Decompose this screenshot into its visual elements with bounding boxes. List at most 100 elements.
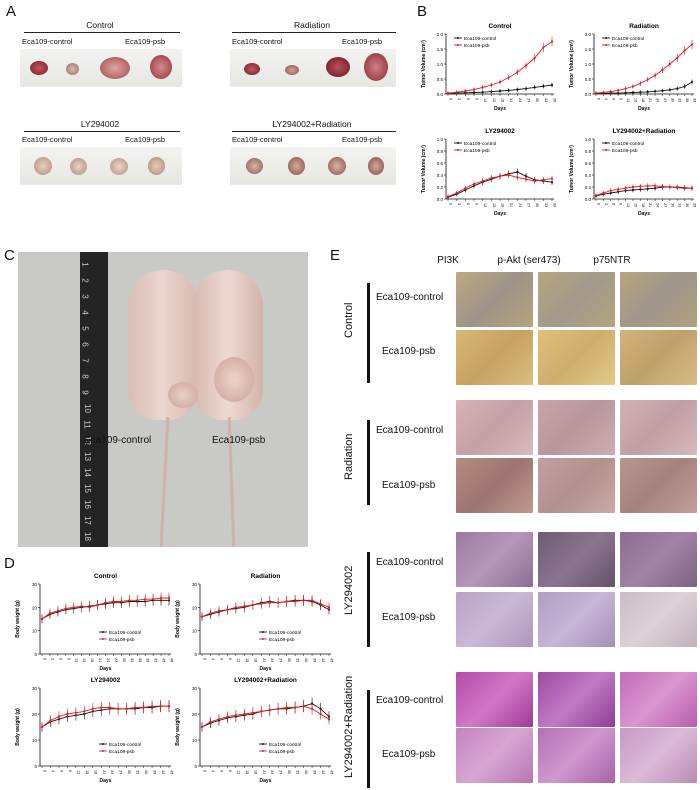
x-tick-label: 27 — [663, 98, 667, 102]
y-tick-label: 1.0 — [585, 137, 592, 142]
a-divider — [24, 131, 180, 132]
y-tick-label: 0.6 — [585, 161, 592, 166]
x-tick-label: 6 — [466, 98, 470, 100]
data-point — [639, 82, 642, 85]
data-point — [125, 707, 128, 710]
data-point — [533, 179, 536, 183]
legend-marker — [457, 142, 459, 144]
x-tick-label: 3 — [604, 98, 608, 100]
ruler-mark: 6 — [80, 342, 90, 347]
x-tick-label: 6 — [59, 770, 63, 772]
col-header-p75ntr: p75NTR — [593, 255, 631, 266]
x-tick-label: 39 — [153, 770, 157, 774]
series-line — [201, 703, 330, 728]
legend-marker — [101, 631, 104, 633]
series-line — [595, 186, 692, 197]
data-point — [683, 49, 686, 52]
data-point — [319, 712, 322, 716]
legend-label: Eca109-control — [269, 742, 301, 748]
data-point — [609, 90, 612, 93]
data-point — [152, 598, 155, 601]
data-point — [327, 606, 331, 609]
ruler-mark: 5 — [80, 326, 90, 331]
y-tick-label: 1.0 — [437, 62, 444, 67]
x-tick-label: 45 — [330, 770, 334, 774]
x-tick-label: 33 — [678, 203, 682, 207]
x-tick-label: 33 — [136, 770, 140, 774]
ruler-mark: 17 — [82, 516, 92, 525]
x-tick-label: 45 — [170, 770, 174, 774]
data-point — [446, 195, 450, 198]
ihc-image — [538, 728, 615, 783]
x-tick-label: 3 — [51, 770, 55, 772]
data-point — [683, 186, 686, 189]
y-tick-label: 1.5 — [585, 47, 592, 52]
data-point — [464, 89, 467, 93]
data-point — [472, 88, 476, 91]
y-tick-label: 0 — [194, 764, 197, 769]
y-tick-label: 0.2 — [585, 185, 592, 190]
series-line — [595, 44, 693, 94]
x-tick-label: 42 — [161, 770, 165, 774]
ruler-mark: 13 — [82, 452, 92, 461]
y-axis-label: Body weight (g) — [15, 600, 21, 638]
x-tick-label: 18 — [501, 98, 505, 102]
e-group-ly294002-radiation: LY294002+Radiation — [343, 675, 355, 778]
data-point — [277, 707, 280, 710]
e-group-ly294002: LY294002 — [343, 565, 355, 615]
x-tick-label: 36 — [138, 658, 142, 662]
data-point — [88, 606, 91, 609]
data-point — [550, 40, 554, 43]
a-group-title-ly294002: LY294002 — [80, 119, 120, 129]
legend-label: Eca109-psb — [269, 637, 295, 643]
x-tick-label: 42 — [321, 770, 325, 774]
data-point — [609, 191, 612, 195]
data-point — [251, 711, 254, 714]
group-bracket — [367, 690, 370, 788]
tumor-image — [244, 63, 260, 75]
x-tick-label: 15 — [492, 203, 496, 207]
tumor-image — [66, 63, 79, 75]
legend-label: Eca109-control — [269, 630, 301, 636]
e-row-label: Eca109-psb — [382, 612, 436, 623]
data-point — [550, 181, 554, 184]
x-tick-label: 30 — [127, 770, 131, 774]
panel-label-e: E — [330, 247, 341, 264]
y-tick-label: 0.8 — [585, 149, 592, 154]
series-line — [41, 705, 169, 728]
y-tick-label: 1.0 — [585, 62, 592, 67]
data-point — [602, 191, 605, 195]
legend-marker — [457, 149, 459, 151]
y-axis-label: Body weight (g) — [175, 600, 181, 638]
y-tick-label: 10 — [32, 738, 38, 743]
a-divider — [232, 32, 396, 33]
x-tick-label: 12 — [483, 98, 487, 102]
x-tick-label: 9 — [68, 770, 72, 772]
data-point — [524, 87, 528, 90]
data-point — [498, 89, 502, 93]
tumor-tray — [20, 49, 182, 87]
x-tick-label: 9 — [228, 770, 232, 772]
x-tick-label: 0 — [203, 658, 207, 660]
data-point — [302, 599, 305, 602]
x-tick-label: 21 — [648, 98, 652, 102]
legend-marker — [605, 37, 607, 39]
legend-marker — [101, 743, 104, 745]
data-point — [108, 706, 111, 709]
data-point — [661, 185, 664, 188]
data-point — [653, 74, 657, 77]
data-point — [690, 43, 694, 46]
ihc-image — [620, 592, 697, 647]
ruler-mark: 14 — [82, 468, 92, 477]
x-tick-label: 12 — [74, 658, 78, 662]
x-tick-label: 33 — [296, 770, 300, 774]
x-tick-label: 24 — [110, 770, 114, 774]
x-tick-label: 9 — [619, 203, 623, 205]
x-tick-label: 33 — [544, 203, 548, 207]
x-tick-label: 3 — [604, 203, 608, 205]
data-point — [542, 46, 545, 49]
data-point — [40, 617, 44, 621]
data-point — [668, 185, 671, 189]
data-point — [646, 187, 649, 190]
